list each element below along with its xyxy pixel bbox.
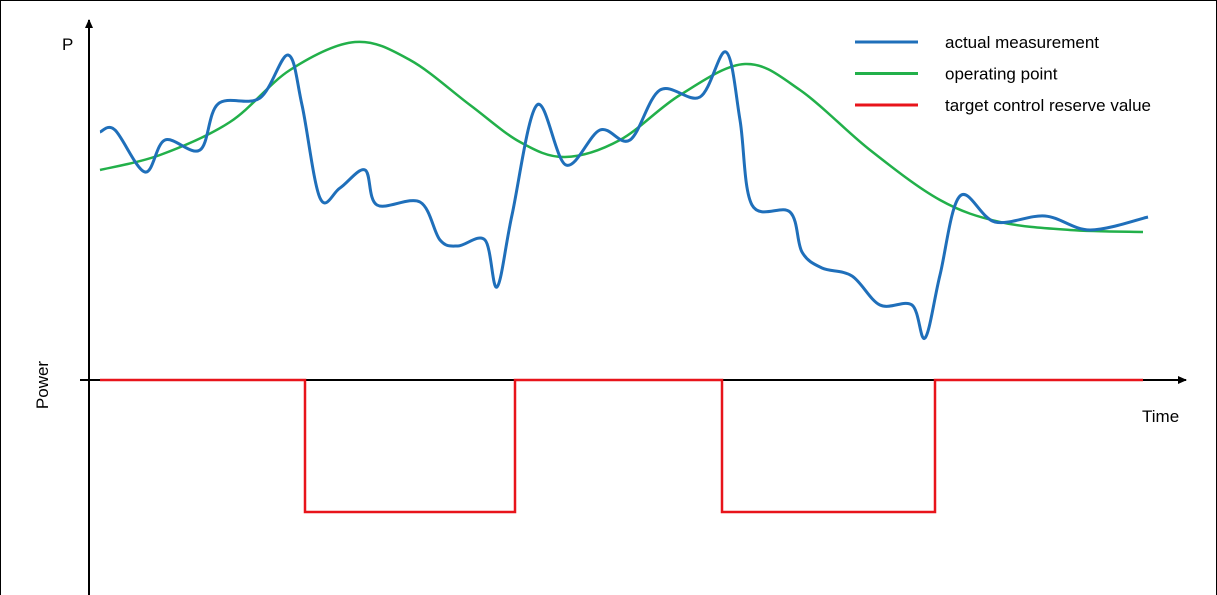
legend-label: target control reserve value [945,96,1151,115]
y-axis-label: Power [33,361,52,410]
legend-label: actual measurement [945,33,1099,52]
target-control-reserve-curve [100,378,1143,514]
operating-point-curve [99,40,1144,234]
legend-label: operating point [945,65,1058,84]
x-axis-label: Time [1142,407,1179,426]
y-axis-symbol: P [62,35,73,54]
legend: actual measurement operating point target … [855,33,1151,115]
actual-measurement-curve [99,50,1149,340]
